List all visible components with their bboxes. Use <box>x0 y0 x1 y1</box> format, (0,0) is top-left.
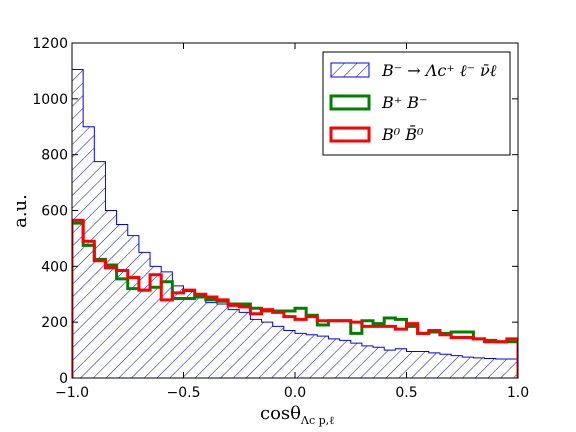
legend: B⁻ → Λc⁺ ℓ⁻ ν̄ℓ B⁺ B⁻ B⁰ B̄⁰ <box>322 51 511 156</box>
series-0-bin-13 <box>216 304 229 378</box>
series-layer <box>72 69 518 378</box>
x-tick-label-2: 0.0 <box>284 385 306 401</box>
series-0-bin-38 <box>495 359 507 378</box>
x-tick-label-4: 1.0 <box>507 385 529 401</box>
y-tick-label-5: 1000 <box>32 92 68 108</box>
series-0-bin-36 <box>473 357 485 378</box>
series-0-bin-23 <box>328 338 340 378</box>
y-tick-label-2: 400 <box>41 259 68 275</box>
series-2-step-line <box>72 218 518 378</box>
y-tick-label-4: 800 <box>41 148 68 164</box>
series-0-bin-34 <box>451 355 463 378</box>
x-tick-label-3: 0.5 <box>395 385 417 401</box>
series-0-bin-19 <box>283 330 295 378</box>
y-tick-label-0: 0 <box>59 371 68 387</box>
series-0-bin-1 <box>83 126 95 378</box>
series-0-bin-16 <box>250 319 262 378</box>
y-tick-label-1: 200 <box>41 315 68 331</box>
ticks-layer: −1.0 −0.5 0.0 0.5 1.0 0 200 400 600 800 1000 1200 <box>32 36 529 401</box>
series-0-bin-5 <box>127 235 139 378</box>
series-0-bin-8 <box>161 271 173 378</box>
series-0-bin-18 <box>272 326 284 378</box>
series-0-bin-3 <box>105 210 117 378</box>
series-0-bin-20 <box>295 333 307 378</box>
series-0-bin-31 <box>417 351 429 378</box>
x-tick-label-1: −0.5 <box>167 385 201 401</box>
series-0-bin-28 <box>384 350 396 378</box>
series-0-bin-25 <box>350 343 362 378</box>
series-0-bin-15 <box>239 312 251 378</box>
series-0-bin-11 <box>194 297 206 378</box>
series-0-bin-21 <box>306 334 318 378</box>
series-0-bin-35 <box>462 357 474 378</box>
series-2 <box>72 218 518 378</box>
series-0-bin-4 <box>116 224 128 378</box>
x-axis-label-main: cosθ <box>260 403 301 424</box>
legend-label-1: B⁺ B⁻ <box>381 93 428 112</box>
x-axis-label-subscript: Λc p,ℓ <box>300 414 334 427</box>
series-0-bin-9 <box>172 285 184 378</box>
x-tick-label-0: −1.0 <box>55 385 89 401</box>
legend-label-0: B⁻ → Λc⁺ ℓ⁻ ν̄ℓ <box>381 61 497 80</box>
series-0-bin-29 <box>395 348 407 378</box>
series-0-bin-30 <box>406 351 418 378</box>
series-0-bin-12 <box>205 302 217 378</box>
series-0-bin-24 <box>339 340 351 378</box>
series-0-bin-6 <box>138 252 151 378</box>
y-axis-label: a.u. <box>10 194 31 228</box>
series-0-bin-27 <box>373 347 385 378</box>
series-0-bin-33 <box>439 354 452 378</box>
series-0-bin-39 <box>506 359 518 378</box>
legend-swatch-green <box>329 94 371 111</box>
series-0-bin-17 <box>261 322 273 378</box>
series-0-bin-10 <box>183 291 195 378</box>
series-0-bin-22 <box>317 336 329 378</box>
y-tick-label-6: 1200 <box>32 36 68 52</box>
y-tick-label-3: 600 <box>41 204 68 220</box>
series-0-bin-7 <box>150 266 162 378</box>
legend-swatch-hatched <box>330 62 370 78</box>
series-0-bin-32 <box>428 352 440 378</box>
legend-swatch-red <box>329 126 371 143</box>
legend-label-2: B⁰ B̄⁰ <box>381 123 424 144</box>
series-0-bin-26 <box>361 345 374 378</box>
series-0-bin-14 <box>228 309 240 378</box>
x-axis-label: cosθΛc p,ℓ <box>260 403 334 427</box>
series-0-bin-37 <box>484 358 496 378</box>
series-0-bin-2 <box>94 161 106 378</box>
series-0-outline <box>72 69 518 378</box>
